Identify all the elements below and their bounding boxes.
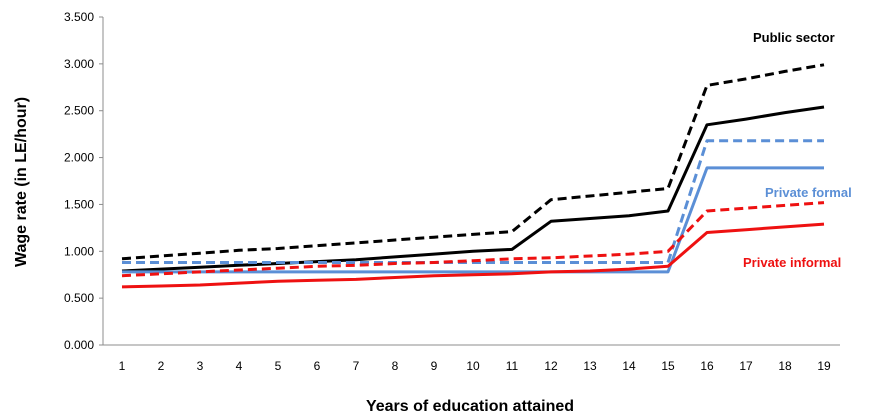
x-tick-label: 9 bbox=[431, 359, 438, 373]
x-tick-label: 8 bbox=[392, 359, 399, 373]
x-tick-label: 13 bbox=[583, 359, 597, 373]
x-axis-title: Years of education attained bbox=[366, 398, 574, 415]
series-line-5 bbox=[121, 201, 825, 278]
y-tick-label: 0.000 bbox=[64, 338, 94, 352]
axes: 0.000 0.500 1.000 1.500 2.000 2.500 3.000 3.500… bbox=[64, 10, 840, 373]
x-tick-label: 4 bbox=[236, 359, 243, 373]
series-annotation: Private formal bbox=[765, 185, 852, 200]
x-tick-label: 11 bbox=[506, 359, 519, 373]
x-tick-label: 7 bbox=[353, 359, 360, 373]
series-layer bbox=[121, 63, 825, 289]
x-tick-label: 10 bbox=[466, 359, 480, 373]
x-tick-label: 6 bbox=[314, 359, 321, 373]
series-annotation: Public sector bbox=[753, 30, 835, 45]
y-tick-label: 3.000 bbox=[64, 57, 94, 71]
series-line-1 bbox=[121, 63, 825, 261]
series-line-4 bbox=[122, 166, 824, 274]
x-tick-label: 1 bbox=[119, 359, 126, 373]
x-tick-label: 12 bbox=[544, 359, 558, 373]
x-tick-label: 18 bbox=[778, 359, 792, 373]
series-annotation: Private informal bbox=[743, 255, 841, 270]
y-tick-label: 1.500 bbox=[64, 197, 94, 211]
y-tick-label: 2.000 bbox=[64, 151, 94, 165]
x-tick-label: 16 bbox=[700, 359, 714, 373]
y-tick-label: 1.000 bbox=[64, 244, 94, 258]
series-line-6 bbox=[121, 222, 825, 289]
y-axis-title: Wage rate (in LE/hour) bbox=[13, 97, 30, 267]
y-tick-label: 3.500 bbox=[64, 10, 94, 24]
x-tick-label: 3 bbox=[197, 359, 204, 373]
y-tick-label: 2.500 bbox=[64, 104, 94, 118]
y-tick-label: 0.500 bbox=[64, 291, 94, 305]
x-tick-label: 19 bbox=[817, 359, 831, 373]
x-tick-label: 15 bbox=[661, 359, 675, 373]
series-line-3 bbox=[122, 139, 824, 264]
x-tick-label: 5 bbox=[275, 359, 282, 373]
series-line-2 bbox=[121, 105, 825, 273]
x-tick-label: 2 bbox=[158, 359, 165, 373]
annotation-layer: Public sector Private formal Private infor… bbox=[743, 30, 852, 270]
x-tick-label: 17 bbox=[739, 359, 753, 373]
x-tick-label: 14 bbox=[622, 359, 636, 373]
